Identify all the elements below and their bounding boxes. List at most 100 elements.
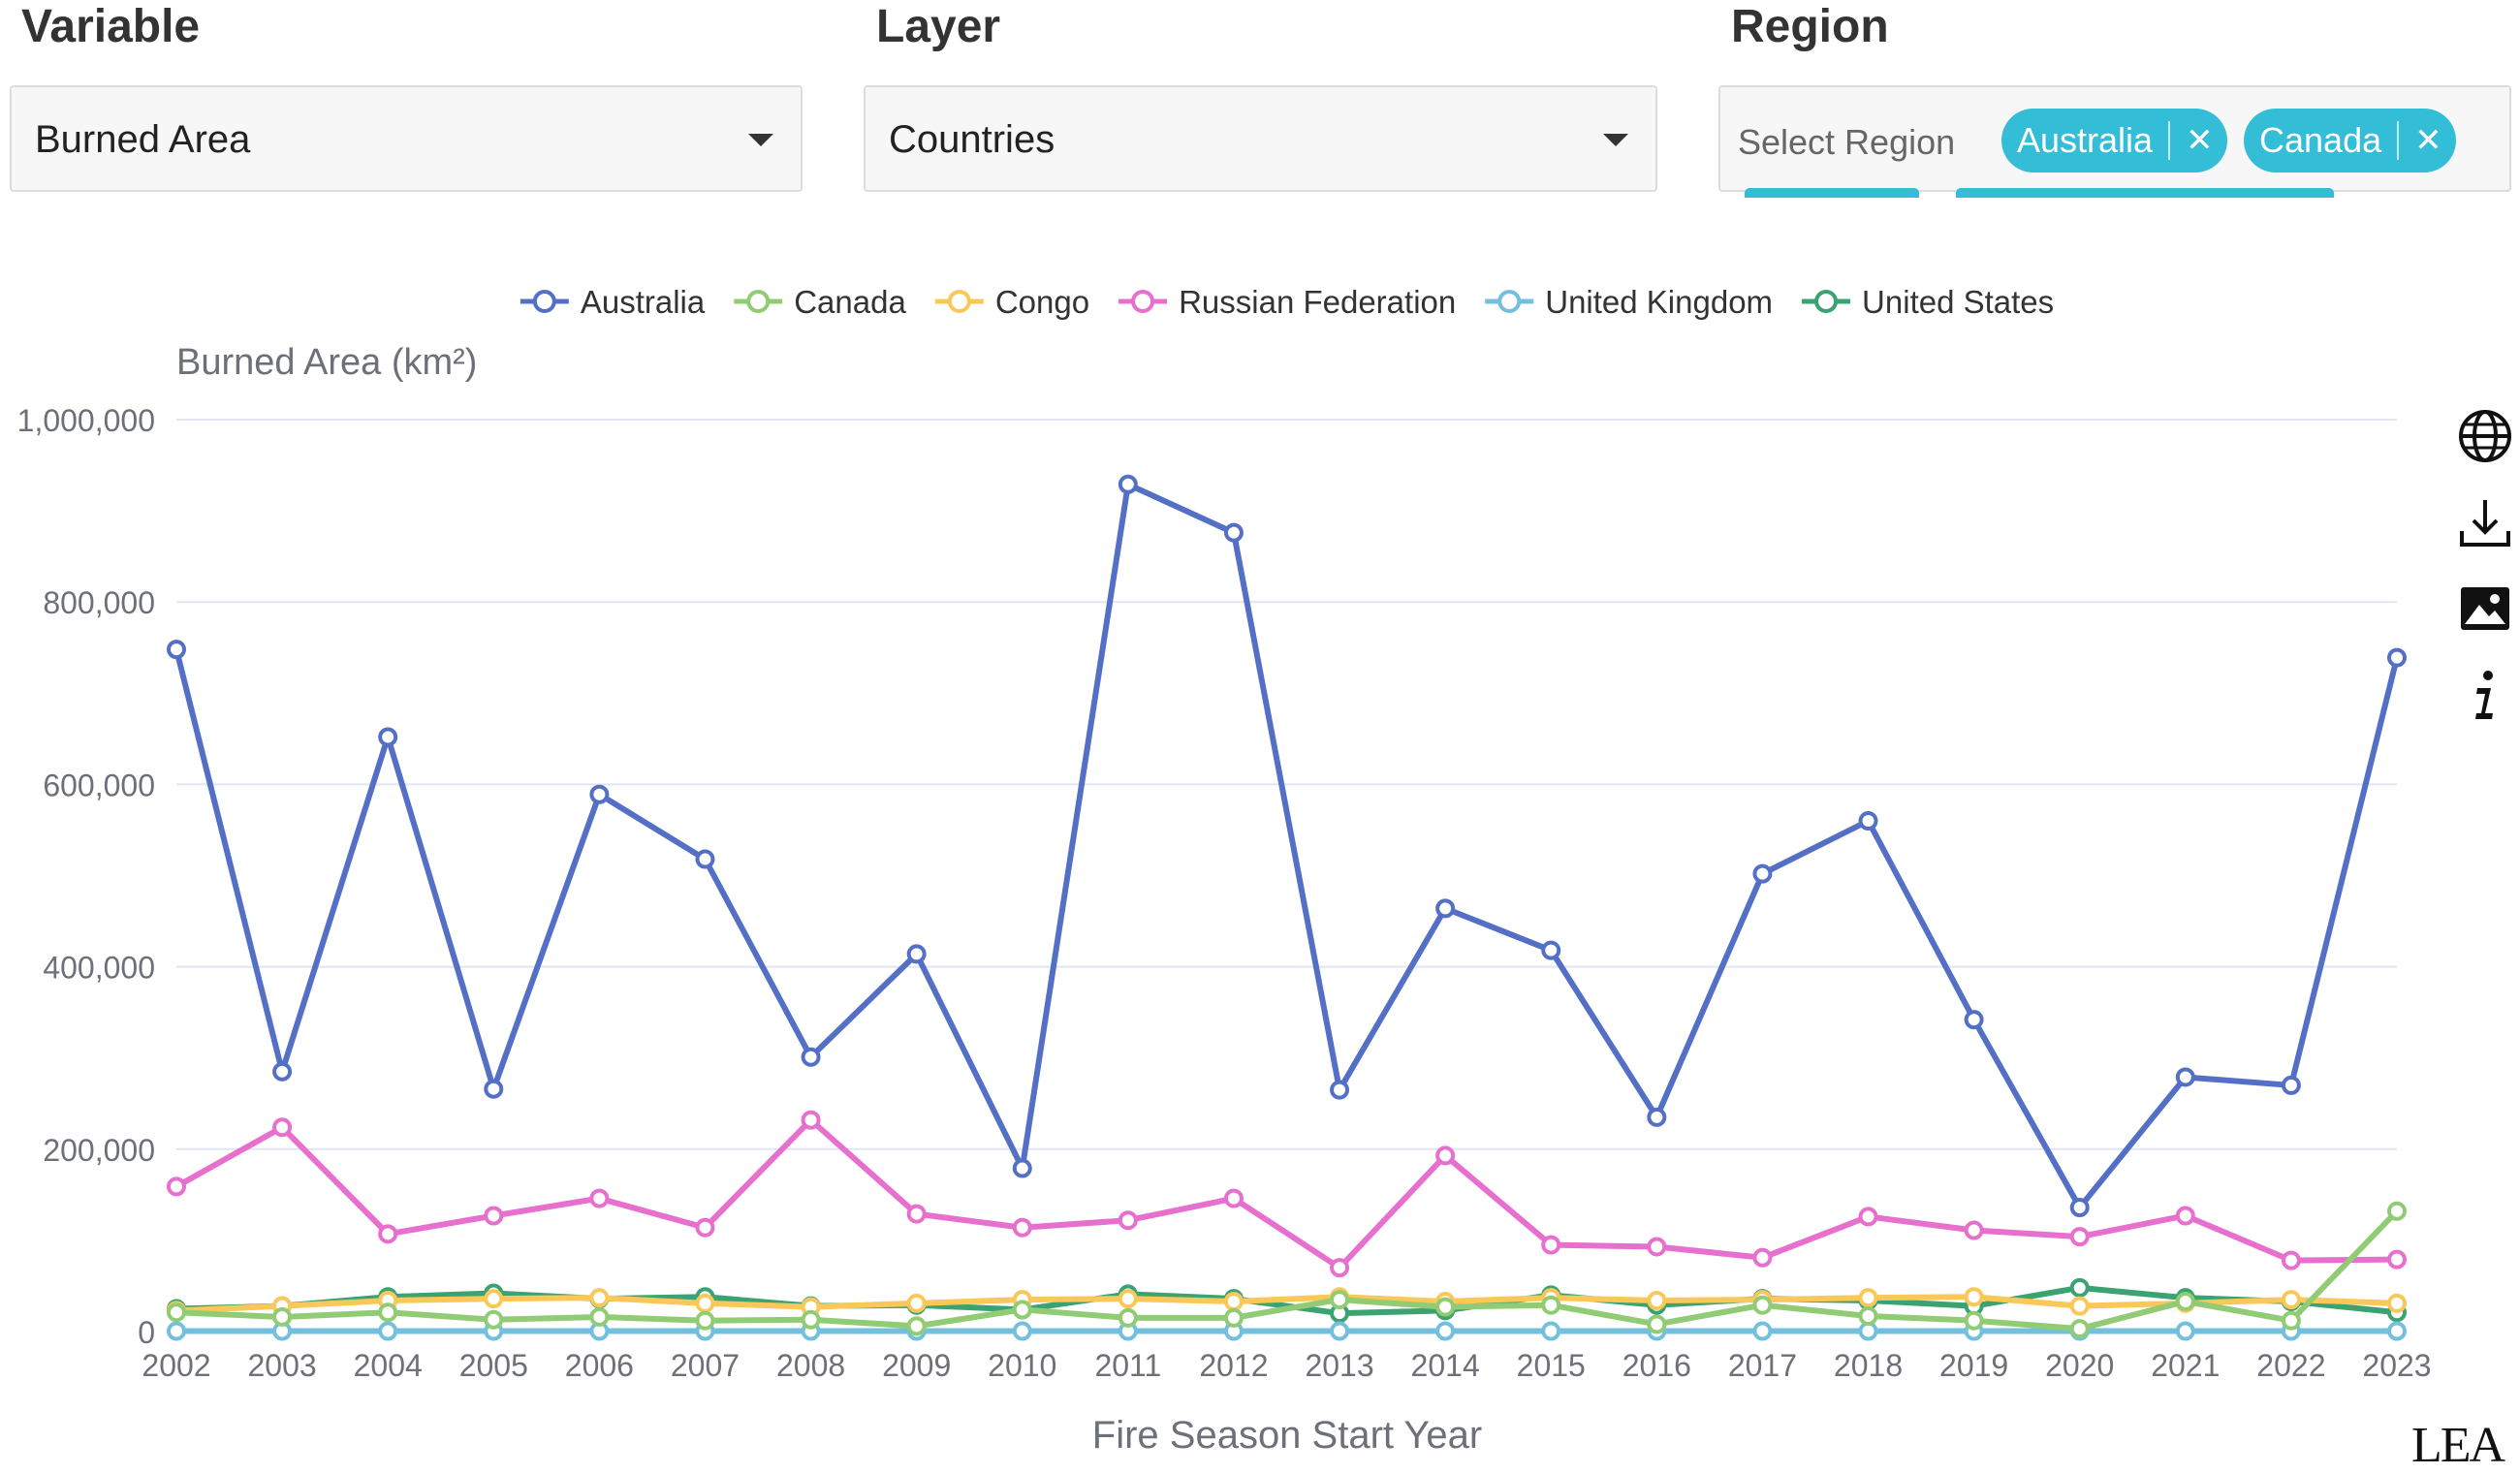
data-point[interactable] <box>2175 1321 2195 1341</box>
data-point[interactable] <box>1330 1290 1350 1310</box>
data-point[interactable] <box>2175 1067 2195 1087</box>
data-point[interactable] <box>1647 1107 1667 1127</box>
legend-item-united-states[interactable]: United States <box>1802 284 2054 320</box>
data-point[interactable] <box>167 1302 186 1323</box>
data-point[interactable] <box>1118 1307 1138 1328</box>
data-point[interactable] <box>1541 1295 1561 1315</box>
legend-item-congo[interactable]: Congo <box>934 284 1089 320</box>
data-point[interactable] <box>906 944 927 964</box>
data-point[interactable] <box>1647 1237 1667 1257</box>
data-point[interactable] <box>1118 474 1138 494</box>
data-point[interactable] <box>1858 1207 1878 1227</box>
data-point[interactable] <box>1330 1321 1350 1341</box>
data-point[interactable] <box>906 1293 927 1313</box>
data-point[interactable] <box>1223 1188 1244 1208</box>
data-point[interactable] <box>1012 1321 1032 1341</box>
data-point[interactable] <box>2069 1296 2090 1316</box>
data-point[interactable] <box>1752 1321 1773 1341</box>
data-point[interactable] <box>167 1176 186 1197</box>
data-point[interactable] <box>1752 1295 1773 1315</box>
data-point[interactable] <box>378 727 398 747</box>
legend-item-australia[interactable]: Australia <box>520 284 706 320</box>
data-point[interactable] <box>1118 1289 1138 1309</box>
data-point[interactable] <box>1223 1307 1244 1328</box>
data-point[interactable] <box>1330 1258 1350 1278</box>
data-point[interactable] <box>1541 1321 1561 1341</box>
data-point[interactable] <box>2387 1249 2407 1270</box>
globe-icon[interactable] <box>2456 407 2514 465</box>
data-point[interactable] <box>2069 1277 2090 1298</box>
data-point[interactable] <box>2387 1293 2407 1313</box>
layer-select[interactable]: Countries <box>864 85 1657 192</box>
download-icon[interactable] <box>2456 494 2514 552</box>
data-point[interactable] <box>1435 1145 1456 1166</box>
close-icon[interactable]: ✕ <box>2186 122 2214 159</box>
legend-item-russian-federation[interactable]: Russian Federation <box>1118 284 1456 320</box>
data-point[interactable] <box>1858 1306 1878 1327</box>
data-point[interactable] <box>2069 1198 2090 1218</box>
data-point[interactable] <box>378 1321 398 1341</box>
data-point[interactable] <box>2281 1310 2301 1331</box>
data-point[interactable] <box>1647 1314 1667 1334</box>
data-point[interactable] <box>1541 940 1561 960</box>
data-point[interactable] <box>1964 1287 1984 1307</box>
data-point[interactable] <box>1964 1310 1984 1331</box>
data-point[interactable] <box>695 849 715 869</box>
data-point[interactable] <box>2387 647 2407 668</box>
data-point[interactable] <box>589 1288 610 1308</box>
data-point[interactable] <box>1330 1080 1350 1100</box>
data-point[interactable] <box>1964 1010 1984 1030</box>
data-point[interactable] <box>2281 1290 2301 1310</box>
data-point[interactable] <box>2175 1291 2195 1311</box>
data-point[interactable] <box>378 1302 398 1323</box>
data-point[interactable] <box>589 1188 610 1208</box>
data-point[interactable] <box>2387 1321 2407 1341</box>
data-point[interactable] <box>272 1117 293 1138</box>
data-point[interactable] <box>1435 1321 1456 1341</box>
data-point[interactable] <box>167 1321 186 1341</box>
data-point[interactable] <box>1858 1288 1878 1308</box>
data-point[interactable] <box>167 640 186 660</box>
variable-select[interactable]: Burned Area <box>10 85 803 192</box>
data-point[interactable] <box>1858 811 1878 831</box>
legend-item-canada[interactable]: Canada <box>734 284 906 320</box>
info-icon[interactable] <box>2456 667 2514 725</box>
region-select[interactable]: Select Region Australia ✕ Canada ✕ <box>1718 85 2511 192</box>
data-point[interactable] <box>1964 1220 1984 1240</box>
data-point[interactable] <box>2281 1250 2301 1270</box>
data-point[interactable] <box>2175 1206 2195 1226</box>
data-point[interactable] <box>695 1217 715 1238</box>
data-point[interactable] <box>1012 1300 1032 1320</box>
data-point[interactable] <box>2387 1201 2407 1221</box>
data-point[interactable] <box>272 1061 293 1082</box>
data-point[interactable] <box>1752 863 1773 884</box>
data-point[interactable] <box>1223 522 1244 543</box>
close-icon[interactable]: ✕ <box>2414 122 2442 159</box>
image-icon[interactable] <box>2456 580 2514 638</box>
legend-item-united-kingdom[interactable]: United Kingdom <box>1485 284 1773 320</box>
data-point[interactable] <box>484 1079 504 1099</box>
data-point[interactable] <box>801 1047 821 1067</box>
data-point[interactable] <box>1541 1235 1561 1255</box>
data-point[interactable] <box>484 1206 504 1226</box>
data-point[interactable] <box>272 1306 293 1327</box>
data-point[interactable] <box>801 1309 821 1330</box>
data-point[interactable] <box>378 1224 398 1244</box>
data-point[interactable] <box>906 1204 927 1224</box>
data-point[interactable] <box>1752 1247 1773 1268</box>
data-point[interactable] <box>1012 1217 1032 1238</box>
data-point[interactable] <box>1435 1297 1456 1317</box>
data-point[interactable] <box>1647 1291 1667 1311</box>
data-point[interactable] <box>2069 1319 2090 1339</box>
data-point[interactable] <box>2281 1075 2301 1095</box>
data-point[interactable] <box>906 1316 927 1336</box>
data-point[interactable] <box>484 1289 504 1309</box>
data-point[interactable] <box>1223 1291 1244 1311</box>
data-point[interactable] <box>1435 898 1456 919</box>
data-point[interactable] <box>589 784 610 804</box>
data-point[interactable] <box>589 1306 610 1327</box>
data-point[interactable] <box>1118 1210 1138 1231</box>
data-point[interactable] <box>801 1110 821 1130</box>
data-point[interactable] <box>484 1309 504 1330</box>
data-point[interactable] <box>695 1310 715 1331</box>
